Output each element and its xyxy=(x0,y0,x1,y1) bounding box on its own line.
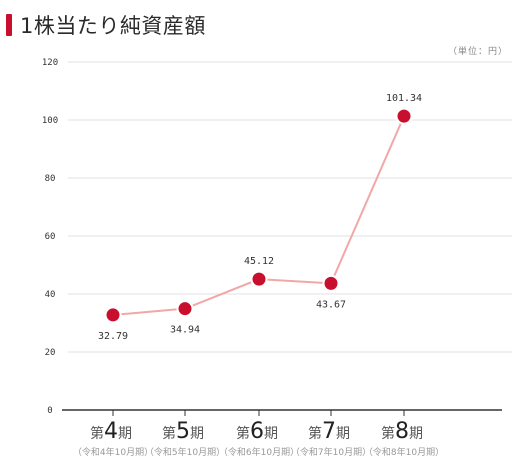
y-tick-label-0: 0 xyxy=(47,406,52,416)
y-tick-label-80: 80 xyxy=(45,174,56,184)
data-label-4: 43.67 xyxy=(316,299,346,310)
data-label-5: 101.34 xyxy=(386,93,422,104)
data-label-3: 45.12 xyxy=(244,256,274,267)
x-category-label-4: 第7期 xyxy=(308,419,350,444)
x-category-sublabel-3: （令和6年10月期） xyxy=(219,446,299,458)
x-category-label-2: 第5期 xyxy=(162,419,204,444)
x-category-label-5: 第8期 xyxy=(381,419,423,444)
title-accent-bar xyxy=(6,14,12,36)
data-point-4 xyxy=(322,274,340,292)
x-category-sublabel-5: （令和8年10月期） xyxy=(364,446,444,458)
data-label-2: 34.94 xyxy=(170,325,200,336)
data-point-3 xyxy=(250,270,268,288)
y-tick-label-100: 100 xyxy=(42,116,58,126)
y-tick-label-20: 20 xyxy=(45,348,56,358)
data-point-2 xyxy=(176,300,194,318)
x-category-label-3: 第6期 xyxy=(236,419,278,444)
x-category-sublabel-4: （令和7年10月期） xyxy=(291,446,371,458)
x-category-sublabel-1: （令和4年10月期） xyxy=(73,446,153,458)
data-label-1: 32.79 xyxy=(98,331,128,342)
y-tick-label-40: 40 xyxy=(45,290,56,300)
data-point-5 xyxy=(395,107,413,125)
x-category-label-1: 第4期 xyxy=(90,419,132,444)
y-tick-label-120: 120 xyxy=(42,58,58,68)
data-point-1 xyxy=(104,306,122,324)
chart-title: 1株当たり純資産額 xyxy=(20,14,206,38)
y-tick-label-60: 60 xyxy=(45,232,56,242)
unit-label: （単位：円） xyxy=(447,47,508,57)
chart-title-group: 1株当たり純資産額 xyxy=(6,10,206,40)
x-category-sublabel-2: （令和5年10月期） xyxy=(145,446,225,458)
